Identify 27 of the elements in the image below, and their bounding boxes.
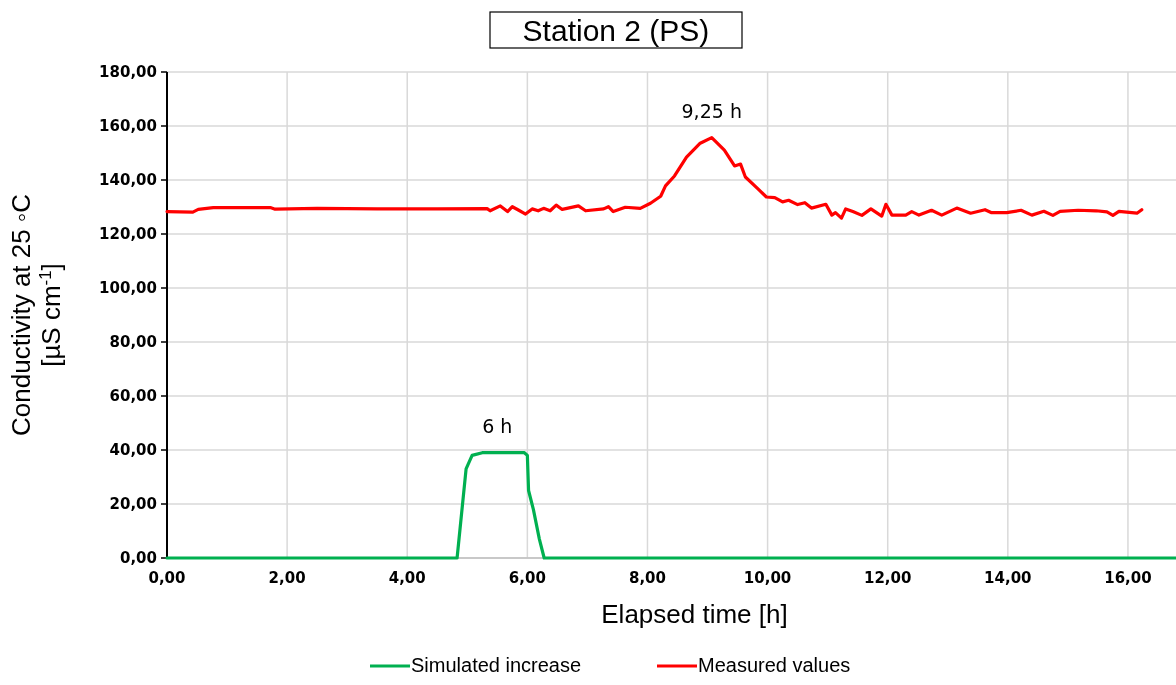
x-tick-label: 16,00 [1104, 569, 1152, 587]
y-tick-label: 180,00 [99, 63, 157, 82]
y-tick-label: 0,00 [119, 549, 157, 568]
x-tick-label: 10,00 [743, 569, 792, 587]
annotation: 6 h [482, 414, 513, 437]
x-tick-label: 2,00 [268, 569, 306, 587]
x-tick-label: 6,00 [508, 569, 546, 587]
y-tick-label: 80,00 [109, 333, 157, 352]
y-tick-label: 40,00 [109, 441, 157, 460]
y-tick-label: 60,00 [109, 387, 157, 406]
line-series [165, 136, 1144, 220]
x-tick-label: 12,00 [863, 569, 912, 587]
legend-label: Simulated increase [411, 654, 582, 676]
chart-title: Station 2 (PS) [522, 14, 710, 47]
y-tick-label: 160,00 [99, 117, 157, 136]
x-tick-label: 8,00 [628, 569, 666, 587]
y-tick-label: 120,00 [99, 225, 157, 244]
x-tick-label: 0,00 [148, 569, 186, 587]
x-tick-label: 4,00 [388, 569, 426, 587]
line-series [165, 451, 1176, 560]
x-tick-label: 14,00 [984, 569, 1032, 587]
annotation: 9,25 h [681, 99, 742, 122]
y-tick-label: 100,00 [99, 279, 157, 298]
y-tick-label: 140,00 [99, 171, 157, 190]
y-tick-label: 20,00 [109, 495, 157, 514]
x-axis-title: Elapsed time [h] [601, 599, 788, 629]
legend-label: Measured values [698, 654, 851, 676]
